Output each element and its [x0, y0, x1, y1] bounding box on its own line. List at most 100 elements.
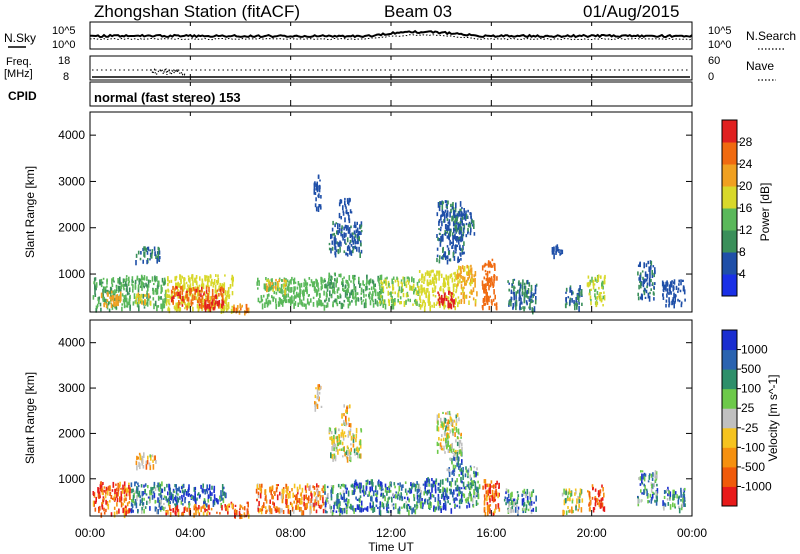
heatmap-cell	[474, 278, 476, 282]
heatmap-cell	[565, 303, 567, 309]
heatmap-cell	[304, 505, 306, 511]
heatmap-cell	[292, 509, 295, 514]
heatmap-cell	[450, 208, 452, 214]
heatmap-cell	[440, 445, 443, 451]
heatmap-cell	[386, 490, 388, 496]
heatmap-cell	[464, 215, 467, 221]
x-tick-label: 12:00	[376, 526, 406, 540]
heatmap-cell	[445, 444, 448, 450]
heatmap-cell	[469, 291, 471, 294]
heatmap-cell	[193, 487, 196, 492]
heatmap-cell	[215, 300, 217, 304]
heatmap-cell	[160, 303, 162, 310]
heatmap-cell	[143, 306, 146, 309]
heatmap-cell	[514, 506, 517, 513]
heatmap-cell	[295, 504, 297, 510]
heatmap-cell	[400, 487, 403, 491]
heatmap-cell	[489, 295, 491, 298]
heatmap-cell	[179, 290, 182, 296]
heatmap-cell	[348, 275, 351, 281]
heatmap-cell	[448, 410, 451, 415]
heatmap-cell	[457, 460, 459, 466]
heatmap-cell	[131, 504, 134, 509]
heatmap-cell	[264, 495, 267, 498]
heatmap-cell	[286, 286, 289, 291]
heatmap-cell	[533, 306, 536, 312]
heatmap-cell	[196, 303, 199, 309]
heatmap-cell	[196, 291, 199, 297]
heatmap-cell	[391, 497, 393, 503]
heatmap-cell	[221, 293, 223, 297]
heatmap-cell	[334, 251, 336, 256]
heatmap-cell	[387, 497, 389, 502]
heatmap-cell	[149, 300, 152, 306]
heatmap-cell	[176, 282, 178, 289]
heatmap-cell	[530, 291, 533, 296]
heatmap-cell	[123, 494, 126, 498]
heatmap-cell	[589, 500, 592, 506]
heatmap-cell	[467, 469, 469, 473]
heatmap-cell	[103, 511, 106, 515]
heatmap-cell	[198, 505, 200, 510]
heatmap-cell	[373, 284, 375, 290]
heatmap-cell	[296, 498, 298, 505]
heatmap-cell	[637, 498, 639, 504]
heatmap-cell	[437, 420, 439, 426]
heatmap-cell	[483, 507, 486, 513]
heatmap-cell	[141, 491, 144, 497]
heatmap-cell	[147, 283, 150, 288]
heatmap-cell	[141, 497, 143, 503]
heatmap-cell	[494, 294, 496, 300]
heatmap-cell	[168, 495, 171, 500]
heatmap-cell	[404, 481, 407, 484]
heatmap-cell	[394, 485, 396, 489]
heatmap-cell	[390, 291, 392, 298]
x-tick-label: 00:00	[75, 526, 105, 540]
heatmap-cell	[442, 426, 444, 430]
heatmap-cell	[662, 500, 664, 507]
heatmap-cell	[313, 502, 315, 507]
heatmap-cell	[95, 496, 97, 503]
heatmap-cell	[466, 215, 469, 219]
heatmap-cell	[304, 503, 307, 506]
heatmap-cell	[204, 499, 206, 503]
heatmap-cell	[466, 484, 469, 487]
heatmap-cell	[195, 296, 198, 301]
heatmap-cell	[141, 275, 143, 281]
heatmap-cell	[114, 289, 116, 295]
heatmap-cell	[682, 279, 684, 282]
heatmap-cell	[356, 241, 358, 245]
heatmap-cell	[450, 417, 452, 423]
heatmap-cell	[524, 491, 527, 494]
heatmap-cell	[440, 215, 442, 221]
heatmap-cell	[176, 501, 179, 508]
heatmap-cell	[167, 308, 169, 311]
heatmap-cell	[470, 479, 473, 486]
heatmap-cell	[366, 275, 368, 278]
heatmap-cell	[432, 494, 435, 498]
heatmap-cell	[273, 505, 276, 509]
heatmap-cell	[143, 252, 146, 255]
heatmap-cell	[210, 302, 213, 309]
heatmap-cell	[220, 490, 222, 496]
heatmap-cell	[498, 507, 501, 512]
heatmap-cell	[374, 493, 377, 496]
heatmap-cell	[454, 301, 456, 305]
heatmap-cell	[465, 466, 467, 470]
heatmap-cell	[447, 297, 450, 300]
heatmap-cell	[466, 497, 468, 500]
heatmap-cell	[350, 225, 352, 229]
heatmap-cell	[682, 285, 685, 291]
colorbar-segment	[722, 466, 737, 487]
heatmap-cell	[449, 429, 452, 434]
heatmap-cell	[601, 502, 604, 508]
heatmap-cell	[426, 270, 428, 275]
heatmap-cell	[386, 500, 389, 504]
heatmap-cell	[475, 491, 477, 496]
heatmap-cell	[529, 295, 531, 301]
heatmap-cell	[213, 485, 216, 491]
heatmap-cell	[123, 481, 126, 487]
heatmap-cell	[362, 489, 365, 494]
heatmap-cell	[330, 452, 332, 459]
heatmap-cell	[136, 487, 139, 491]
